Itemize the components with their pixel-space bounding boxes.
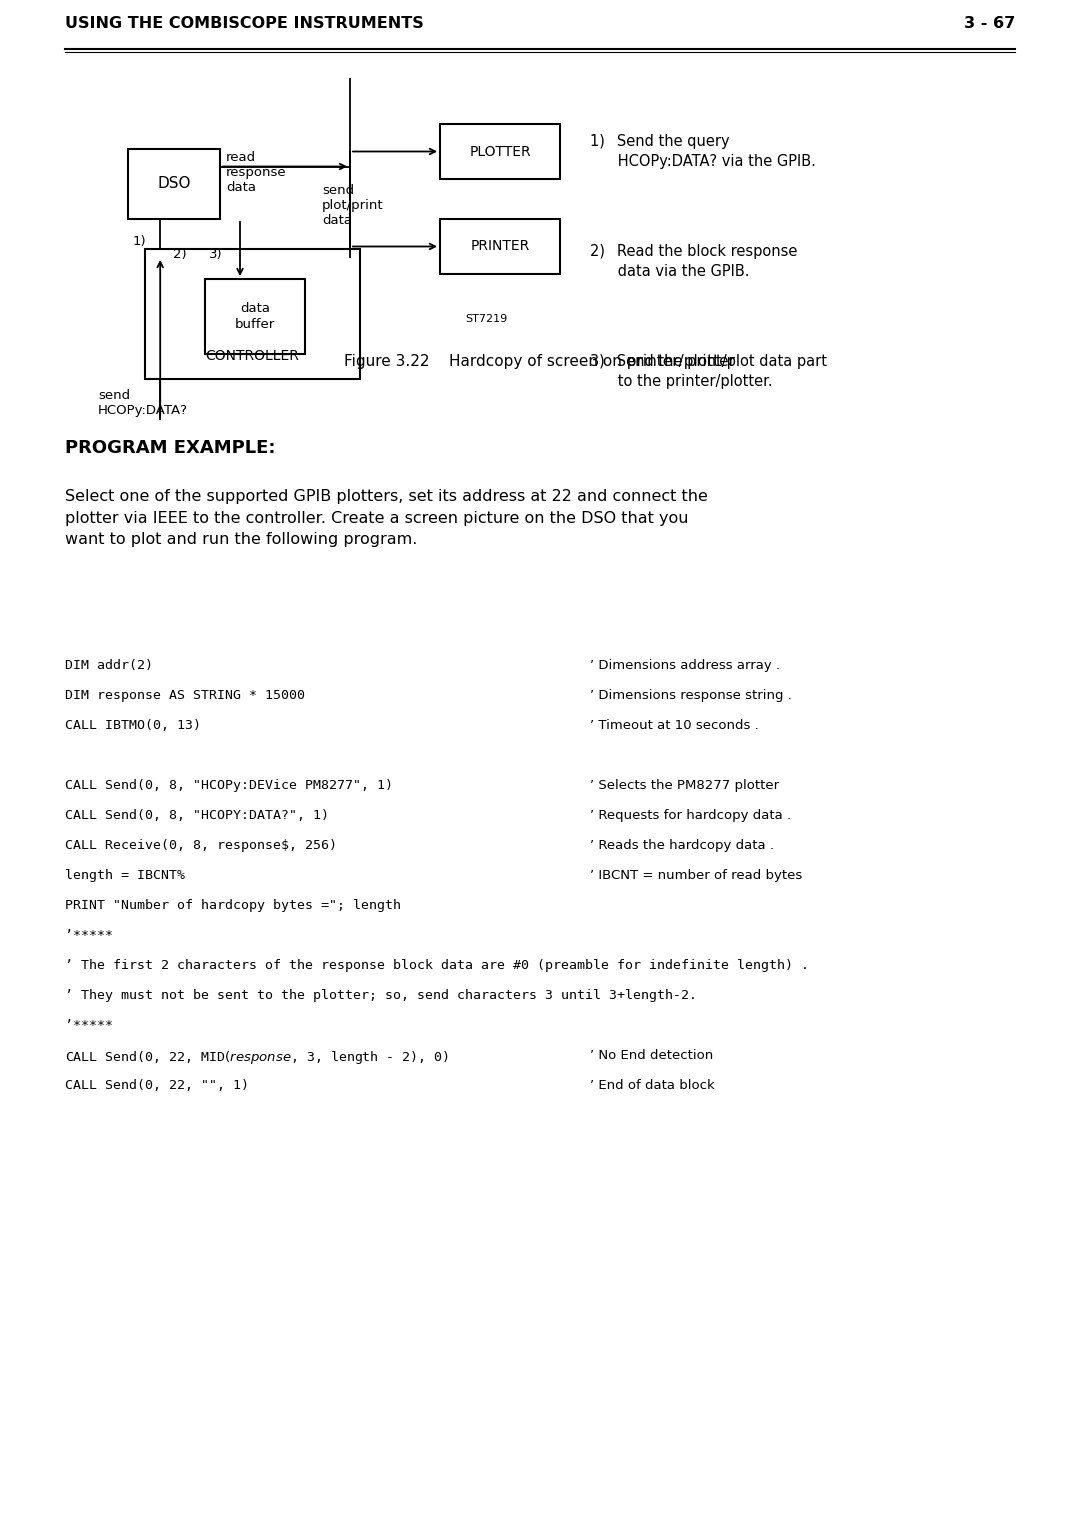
Text: Select one of the supported GPIB plotters, set its address at 22 and connect the: Select one of the supported GPIB plotter… [65, 489, 707, 547]
Text: CALL Send(0, 8, "HCOPY:DATA?", 1): CALL Send(0, 8, "HCOPY:DATA?", 1) [65, 809, 329, 823]
Text: data
buffer: data buffer [234, 303, 275, 330]
Text: 3): 3) [210, 248, 222, 261]
Text: 2)  Read the block response
      data via the GPIB.: 2) Read the block response data via the … [590, 245, 797, 278]
Text: ’ Timeout at 10 seconds .: ’ Timeout at 10 seconds . [590, 719, 759, 732]
Text: PLOTTER: PLOTTER [469, 145, 530, 159]
Text: ’ Requests for hardcopy data .: ’ Requests for hardcopy data . [590, 809, 792, 823]
Text: CONTROLLER: CONTROLLER [205, 349, 299, 362]
Text: ’ Selects the PM8277 plotter: ’ Selects the PM8277 plotter [590, 778, 779, 792]
Text: 1): 1) [133, 235, 147, 248]
Bar [145, 249, 360, 379]
Text: 3)  Send the print/plot data part
      to the printer/plotter.: 3) Send the print/plot data part to the … [590, 355, 827, 388]
Text: ’*****: ’***** [65, 930, 113, 942]
Text: DIM response AS STRING * 15000: DIM response AS STRING * 15000 [65, 690, 305, 702]
Text: 1)  Send the query
      HCOPy:DATA? via the GPIB.: 1) Send the query HCOPy:DATA? via the GP… [590, 135, 815, 168]
Text: DIM addr(2): DIM addr(2) [65, 659, 153, 673]
Text: PRINTER: PRINTER [471, 240, 529, 254]
Text: CALL Send(0, 8, "HCOPy:DEVice PM8277", 1): CALL Send(0, 8, "HCOPy:DEVice PM8277", 1… [65, 778, 393, 792]
Text: CALL IBTMO(0, 13): CALL IBTMO(0, 13) [65, 719, 201, 732]
Text: read
response
data: read response data [226, 151, 286, 194]
Text: send
plot/print
data: send plot/print data [322, 183, 383, 226]
Text: CALL Send(0, 22, "", 1): CALL Send(0, 22, "", 1) [65, 1079, 249, 1092]
Text: ’ IBCNT = number of read bytes: ’ IBCNT = number of read bytes [590, 868, 802, 882]
Text: send
HCOPy:DATA?: send HCOPy:DATA? [98, 388, 188, 417]
Text: PRINT "Number of hardcopy bytes ="; length: PRINT "Number of hardcopy bytes ="; leng… [65, 899, 401, 911]
Text: CALL Send(0, 22, MID$(response$, 3, length - 2), 0): CALL Send(0, 22, MID$(response$, 3, leng… [65, 1049, 449, 1066]
Text: ’ Reads the hardcopy data .: ’ Reads the hardcopy data . [590, 839, 774, 852]
Bar [440, 219, 561, 274]
Text: CALL Receive(0, 8, response$, 256): CALL Receive(0, 8, response$, 256) [65, 839, 337, 852]
Text: ’ The first 2 characters of the response block data are #0 (preamble for indefin: ’ The first 2 characters of the response… [65, 959, 809, 972]
Bar [440, 124, 561, 179]
Text: ’ End of data block: ’ End of data block [590, 1079, 715, 1092]
Text: ’ Dimensions address array .: ’ Dimensions address array . [590, 659, 780, 673]
Text: 3 - 67: 3 - 67 [963, 15, 1015, 31]
Bar [129, 148, 220, 219]
Text: Figure 3.22    Hardcopy of screen on printer/plotter: Figure 3.22 Hardcopy of screen on printe… [345, 355, 735, 368]
Text: ST7219: ST7219 [465, 313, 508, 324]
Text: ’ No End detection: ’ No End detection [590, 1049, 713, 1063]
Text: DSO: DSO [158, 176, 191, 191]
Text: length = IBCNT%: length = IBCNT% [65, 868, 185, 882]
Text: ’ They must not be sent to the plotter; so, send characters 3 until 3+length-2.: ’ They must not be sent to the plotter; … [65, 989, 697, 1001]
Text: PROGRAM EXAMPLE:: PROGRAM EXAMPLE: [65, 439, 275, 457]
Text: USING THE COMBISCOPE INSTRUMENTS: USING THE COMBISCOPE INSTRUMENTS [65, 15, 423, 31]
Text: ’ Dimensions response string .: ’ Dimensions response string . [590, 690, 792, 702]
Text: 2): 2) [174, 248, 187, 261]
Bar [205, 278, 305, 355]
Text: ’*****: ’***** [65, 1018, 113, 1032]
